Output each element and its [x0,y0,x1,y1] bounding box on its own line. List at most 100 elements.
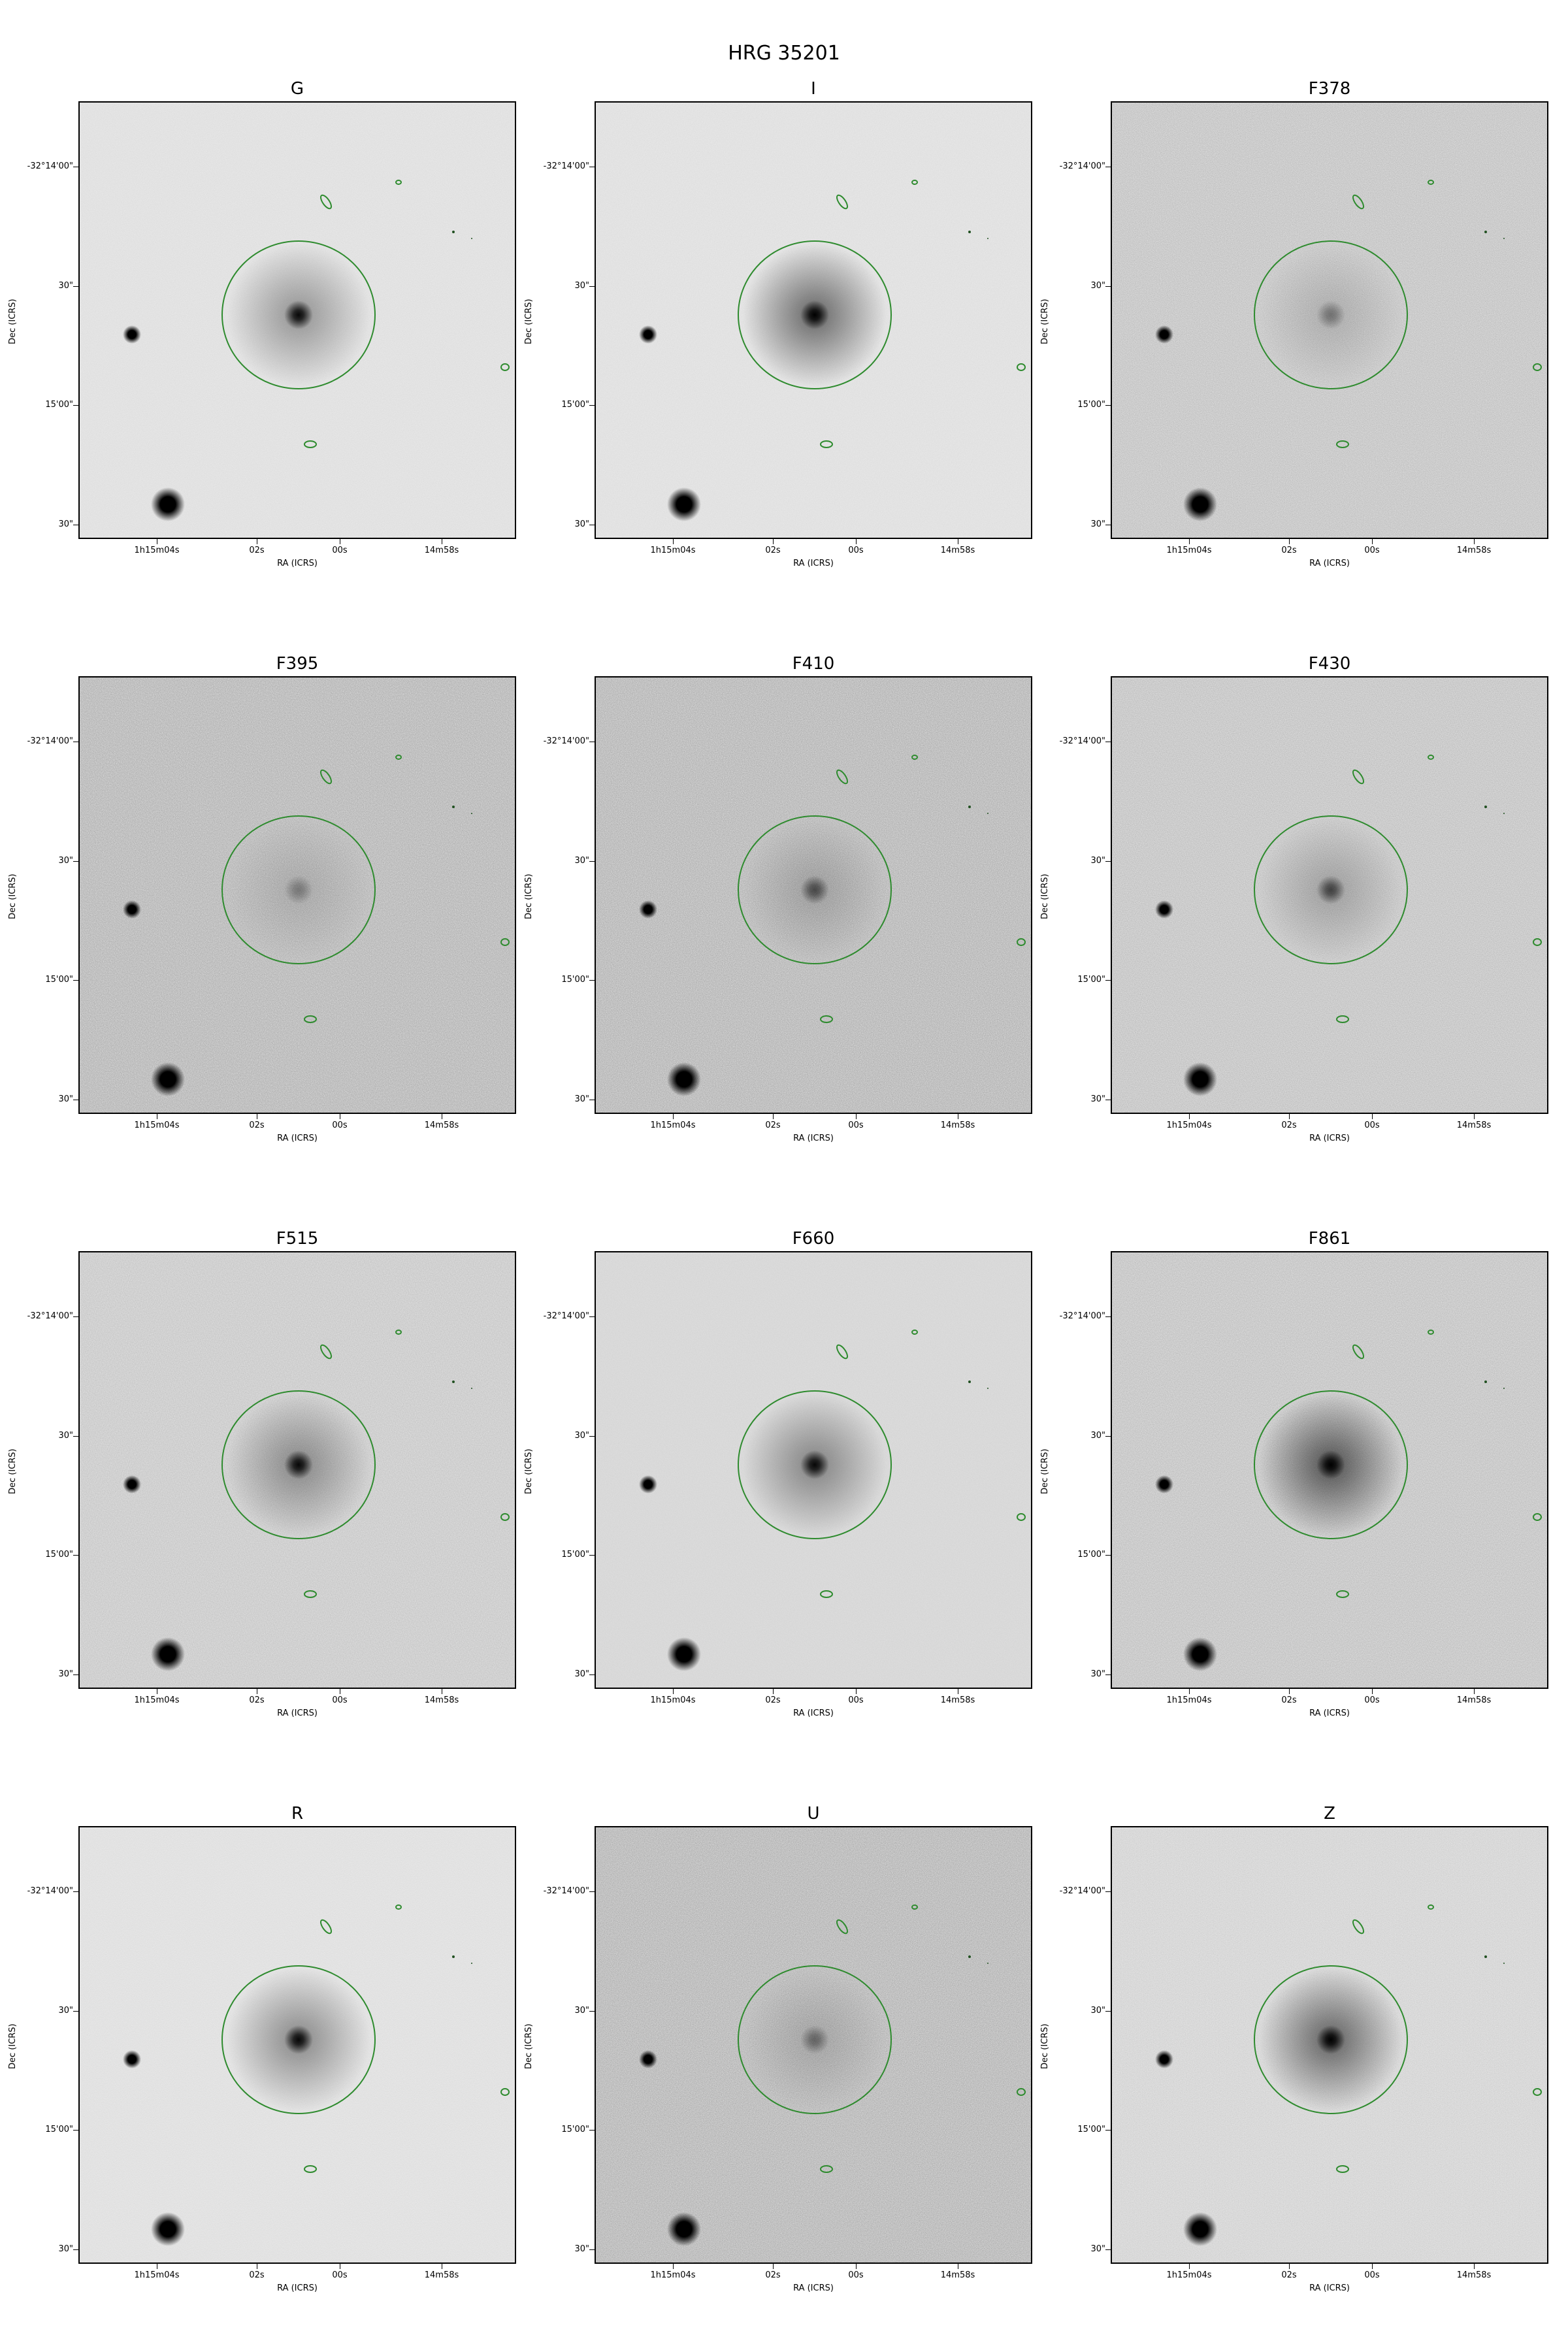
y-tick-label: 30" [574,519,589,529]
star-left [1155,1475,1173,1494]
y-tick-label: 30" [58,1094,73,1104]
x-tick-label: 00s [848,1695,864,1705]
panel-title: F660 [792,1229,835,1249]
source-dot [452,231,455,233]
y-tick-mark [589,980,595,981]
y-tick-label: 30" [1090,1669,1105,1679]
y-tick-label: 30" [574,2244,589,2254]
y-axis-label: Dec (ICRS) [1040,299,1050,344]
star-left [639,1475,657,1494]
x-tick-mark [1474,539,1475,544]
source-region [1336,1015,1349,1023]
x-tick-label: 1h15m04s [650,1695,696,1705]
x-tick-mark [1289,2264,1290,2269]
x-tick-label: 1h15m04s [134,1120,180,1130]
y-tick-label: 30" [574,2006,589,2016]
sky-image [596,1252,1031,1688]
star-bottom [667,2212,701,2246]
y-tick-mark [73,2130,78,2131]
x-axis-label: RA (ICRS) [277,1708,318,1718]
sky-image [1112,1252,1547,1688]
sky-image [80,678,515,1113]
x-tick-mark [673,1114,674,1119]
sky-image [80,1252,515,1688]
panel-title: F515 [276,1229,319,1249]
y-tick-label: -32°14'00" [27,736,73,746]
x-tick-mark [773,2264,774,2269]
sky-image [1112,103,1547,538]
band-image [595,1826,1032,2264]
y-tick-label: 15'00" [45,2125,73,2134]
x-axis-label: RA (ICRS) [277,559,318,568]
source-region [911,180,918,185]
y-tick-label: -32°14'00" [27,161,73,171]
aperture-circle [1254,1390,1408,1539]
y-tick-label: 15'00" [561,1550,589,1560]
x-tick-label: 02s [249,1120,265,1130]
x-axis-label: RA (ICRS) [1309,2283,1350,2293]
star-bottom [1183,2212,1217,2246]
source-region [395,1904,402,1910]
source-dot [968,231,971,233]
star-bottom [667,487,701,521]
galaxy-core [284,301,313,329]
source-region [319,194,333,210]
x-tick-label: 14m58s [1456,1695,1492,1705]
aperture-circle [738,1390,892,1539]
y-tick-label: 15'00" [561,975,589,985]
x-tick-label: 02s [1281,1695,1297,1705]
y-axis-label: Dec (ICRS) [1040,1448,1050,1494]
source-region [304,2165,317,2173]
y-tick-label: -32°14'00" [27,1311,73,1321]
source-region [500,2088,510,2096]
panel-title: F395 [276,654,319,674]
y-tick-mark [589,1436,595,1437]
x-tick-mark [856,2264,857,2269]
panel-title: R [291,1804,304,1823]
source-region [395,180,402,185]
y-tick-mark [589,2249,595,2250]
galaxy-core [800,875,829,904]
y-tick-mark [73,1316,78,1317]
x-tick-mark [773,1689,774,1694]
sky-image [1112,678,1547,1113]
source-region [1352,194,1365,210]
star-left [1155,325,1173,344]
y-tick-label: 30" [1090,856,1105,866]
y-tick-label: -32°14'00" [543,736,589,746]
x-tick-label: 02s [765,1695,781,1705]
x-tick-mark [773,539,774,544]
source-dot [452,1380,455,1383]
y-tick-mark [73,861,78,862]
x-tick-mark [1289,1689,1290,1694]
star-left [639,325,657,344]
y-tick-mark [73,1436,78,1437]
y-tick-label: 30" [574,856,589,866]
galaxy-core [800,2025,829,2054]
x-tick-label: 00s [332,2270,348,2280]
galaxy-core [284,2025,313,2054]
x-tick-label: 14m58s [940,1695,975,1705]
source-dot [1484,1380,1487,1383]
x-axis-label: RA (ICRS) [793,1134,834,1143]
x-tick-label: 02s [765,1120,781,1130]
x-tick-mark [1372,2264,1373,2269]
y-tick-mark [589,405,595,406]
x-tick-label: 1h15m04s [1166,1120,1212,1130]
y-tick-mark [73,2249,78,2250]
y-tick-label: 15'00" [45,1550,73,1560]
star-bottom [151,2212,185,2246]
source-region [1428,180,1434,185]
y-axis-label: Dec (ICRS) [524,874,534,919]
y-tick-label: 15'00" [1077,400,1105,410]
x-axis-label: RA (ICRS) [793,1708,834,1718]
x-tick-label: 02s [249,546,265,555]
star-bottom [151,487,185,521]
x-tick-label: 02s [249,1695,265,1705]
x-tick-label: 1h15m04s [1166,1695,1212,1705]
y-tick-label: 30" [574,1431,589,1441]
source-region [1428,755,1434,760]
source-region [1352,1919,1365,1935]
y-tick-mark [73,980,78,981]
star-bottom [667,1062,701,1096]
